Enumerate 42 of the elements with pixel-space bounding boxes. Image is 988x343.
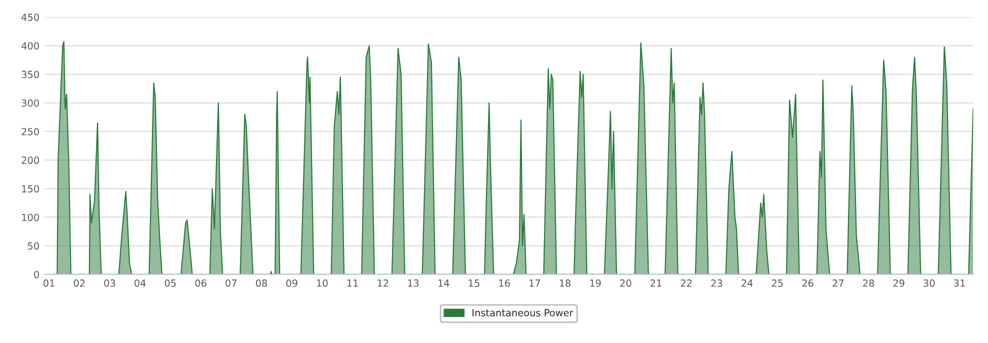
y-tick-label: 200	[22, 156, 39, 164]
x-tick-label: 17	[530, 280, 540, 287]
x-tick-label: 13	[408, 279, 419, 287]
x-tick-label: 28	[863, 279, 874, 287]
y-tick-label: 0	[34, 270, 39, 278]
y-tick-label: 450	[22, 14, 39, 21]
x-tick-label: 14	[438, 280, 450, 287]
x-tick-label: 20	[620, 279, 632, 287]
x-tick-label: 12	[378, 279, 388, 287]
y-tick-label: 250	[22, 128, 39, 136]
x-tick-label: 06	[195, 279, 206, 287]
x-tick-label: 27	[832, 279, 844, 287]
y-tick-label: 50	[28, 242, 39, 250]
x-tick-label: 07	[226, 279, 236, 287]
x-tick-label: 05	[164, 279, 176, 287]
x-tick-label: 03	[104, 279, 116, 287]
x-tick-label: 16	[499, 279, 510, 287]
x-tick-label: 08	[256, 279, 267, 287]
x-tick-label: 21	[650, 279, 662, 287]
x-tick-label: 22	[680, 279, 692, 287]
x-tick-label: 31	[954, 279, 965, 287]
x-tick-label: 11	[347, 280, 358, 287]
legend-label: Instantaneous Power	[472, 309, 574, 316]
y-tick-label: 300	[22, 99, 39, 107]
y-tick-label: 350	[22, 70, 39, 78]
x-tick-label: 24	[742, 279, 753, 287]
x-tick-label: 29	[893, 279, 904, 287]
x-tick-label: 02	[74, 279, 85, 287]
x-tick-label: 01	[43, 279, 54, 287]
x-tick-label: 10	[317, 279, 328, 287]
x-tick-label: 30	[924, 279, 935, 287]
y-tick-label: 400	[22, 42, 39, 50]
x-tick-label: 25	[772, 279, 783, 287]
x-tick-label: 04	[134, 279, 146, 287]
x-tick-label: 09	[286, 279, 298, 287]
x-tick-label: 19	[590, 279, 601, 287]
x-tick-label: 26	[802, 279, 814, 287]
x-tick-label: 15	[468, 280, 480, 287]
y-tick-label: 100	[22, 214, 39, 222]
x-tick-label: 23	[711, 279, 722, 287]
x-tick-label: 18	[560, 279, 570, 287]
y-tick-label: 150	[22, 185, 39, 192]
